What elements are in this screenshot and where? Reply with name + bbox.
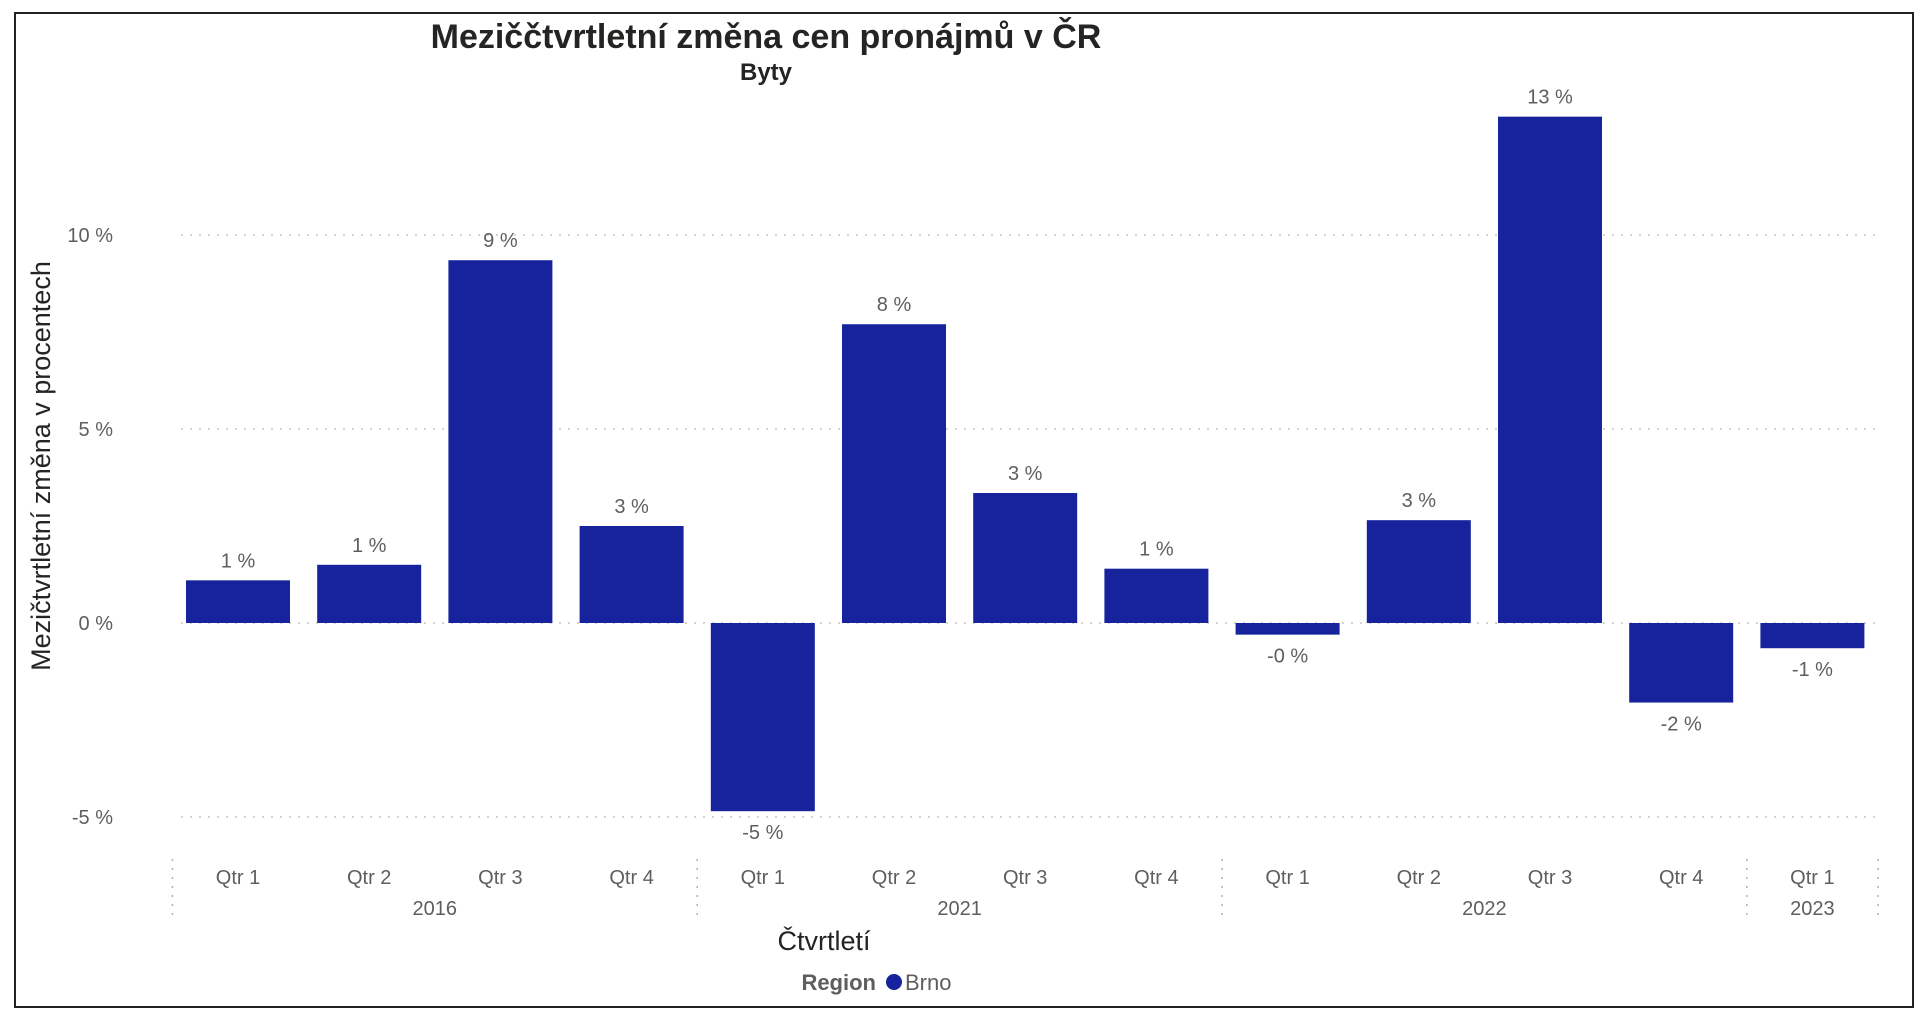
bar[interactable] <box>1760 623 1865 649</box>
x-axis: Qtr 1 Qtr 2 Qtr 3 Qtr 4 2016 Qtr 1 Qtr 2 Qtr 3 Q… <box>171 859 1879 920</box>
bar[interactable] <box>579 526 684 623</box>
chart-title: Meziččtvrtletní změna cen pronájmů v ČR <box>431 17 1102 56</box>
data-labels: 1 % 1 % 9 % 3 % -5 % 8 % 3 % 1 % -0 % 3 % 13 % -2 %… <box>221 87 1833 845</box>
x-tick-label: Qtr 2 <box>347 867 391 889</box>
x-group-label: 2022 <box>1462 898 1507 920</box>
y-tick-label: -5 % <box>72 807 113 829</box>
data-label: 8 % <box>877 294 912 316</box>
data-label: -0 % <box>1267 646 1308 668</box>
y-axis: -5 % 0 % 5 % 10 % <box>67 225 113 829</box>
bar[interactable] <box>448 260 553 623</box>
data-label: 3 % <box>614 496 649 518</box>
x-tick-label: Qtr 1 <box>741 867 785 889</box>
x-tick-label: Qtr 3 <box>1528 867 1572 889</box>
bar[interactable] <box>710 623 815 812</box>
data-label: 9 % <box>483 230 518 252</box>
x-tick-label: Qtr 4 <box>1659 867 1703 889</box>
x-tick-label: Qtr 3 <box>478 867 522 889</box>
data-label: -2 % <box>1661 714 1702 736</box>
bar[interactable] <box>1366 520 1471 623</box>
legend-marker[interactable] <box>886 974 902 990</box>
bar-chart: Meziččtvrtletní změna cen pronájmů v ČR … <box>26 17 1879 995</box>
y-tick-label: 10 % <box>67 225 113 247</box>
data-label: 1 % <box>221 550 256 572</box>
data-label: 1 % <box>352 535 387 557</box>
x-tick-label: Qtr 1 <box>1265 867 1309 889</box>
bar[interactable] <box>842 324 946 623</box>
data-label: 3 % <box>1008 463 1043 485</box>
legend-item-label[interactable]: Brno <box>905 970 951 995</box>
chart-subtitle: Byty <box>740 59 793 86</box>
x-group-label: 2016 <box>413 898 458 920</box>
data-label: 1 % <box>1139 539 1174 561</box>
x-tick-label: Qtr 1 <box>216 867 260 889</box>
legend-title: Region <box>801 970 876 995</box>
x-tick-label: Qtr 2 <box>1397 867 1441 889</box>
x-tick-label: Qtr 4 <box>609 867 653 889</box>
x-tick-label: Qtr 3 <box>1003 867 1047 889</box>
chart-frame: Meziččtvrtletní změna cen pronájmů v ČR … <box>14 12 1914 1008</box>
bar[interactable] <box>1104 568 1209 623</box>
y-axis-title: Mezičtvrtletní změna v procentech <box>26 261 56 671</box>
bars <box>186 116 1865 812</box>
x-tick-label: Qtr 4 <box>1134 867 1178 889</box>
data-label: 3 % <box>1402 490 1437 512</box>
data-label: -5 % <box>742 822 783 844</box>
bar[interactable] <box>1498 116 1602 623</box>
bar[interactable] <box>186 580 290 623</box>
data-label: 13 % <box>1527 87 1573 109</box>
x-group-label: 2023 <box>1790 898 1835 920</box>
x-group-label: 2021 <box>937 898 982 920</box>
bar[interactable] <box>1235 623 1340 635</box>
legend: Region Brno <box>801 970 951 995</box>
x-tick-label: Qtr 1 <box>1790 867 1834 889</box>
x-axis-title: Čtvrtletí <box>777 925 871 956</box>
x-tick-label: Qtr 2 <box>872 867 916 889</box>
bar[interactable] <box>973 493 1078 623</box>
bar[interactable] <box>317 564 422 623</box>
y-tick-label: 5 % <box>79 419 114 441</box>
y-tick-label: 0 % <box>79 613 114 635</box>
data-label: -1 % <box>1792 659 1833 681</box>
bar[interactable] <box>1629 623 1734 703</box>
